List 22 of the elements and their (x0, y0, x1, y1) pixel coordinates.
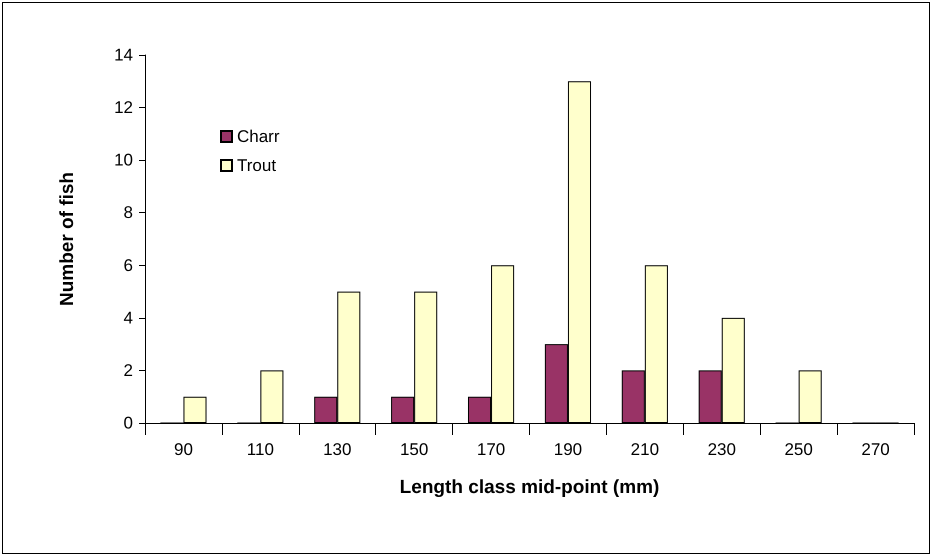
y-tick-label: 12 (114, 98, 133, 118)
y-tick-label: 14 (114, 46, 133, 64)
x-tick-label: 170 (476, 440, 506, 459)
x-tick-label: 190 (554, 440, 582, 459)
legend-label: Trout (237, 156, 276, 175)
y-tick-label: 10 (114, 150, 133, 170)
y-tick-label: 2 (124, 360, 133, 380)
y-tick-label: 6 (124, 256, 133, 275)
x-tick-label: 270 (861, 440, 890, 459)
y-axis-title: Number of fish (57, 172, 78, 306)
legend-label: Charr (237, 127, 280, 146)
x-tick-label: 210 (630, 440, 660, 459)
x-tick-label: 110 (246, 440, 274, 459)
y-tick-label: 4 (124, 308, 133, 328)
y-tick-label: 8 (124, 203, 133, 222)
y-tick-label: 0 (124, 414, 133, 432)
x-tick-label: 90 (174, 440, 193, 459)
x-tick-label: 250 (784, 440, 813, 459)
x-tick-label: 230 (708, 440, 736, 459)
x-tick-label: 130 (323, 440, 352, 459)
x-axis-title: Length class mid-point (mm) (400, 477, 660, 498)
x-tick-label: 150 (400, 440, 428, 459)
